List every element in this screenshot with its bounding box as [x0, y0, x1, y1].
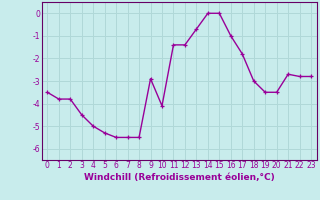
X-axis label: Windchill (Refroidissement éolien,°C): Windchill (Refroidissement éolien,°C) [84, 173, 275, 182]
